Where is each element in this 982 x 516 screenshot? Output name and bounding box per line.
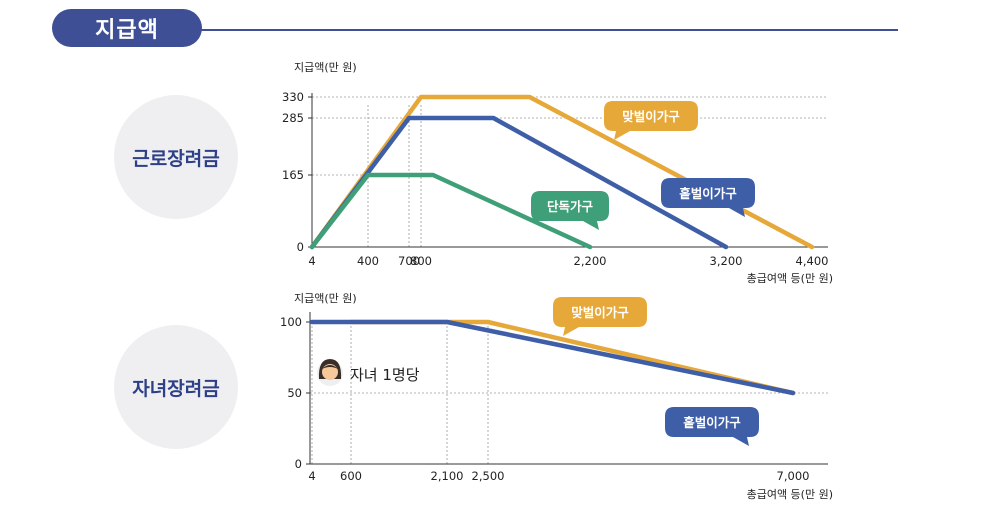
chart2-y-tick-label: 50	[287, 386, 302, 400]
chart2-series-line-2	[309, 319, 796, 396]
chart1-y-tick-label: 285	[282, 111, 304, 125]
child-icon-bangs	[322, 365, 338, 369]
chart2-x-tick-label: 2,500	[472, 469, 505, 483]
chart1-x-tick-label: 4,400	[796, 254, 829, 268]
child-icon	[322, 364, 338, 380]
chart2-x-tick-label: 600	[340, 469, 362, 483]
chart1-callout-2-label: 홑벌이가구	[679, 186, 737, 201]
chart1-y-tick-label: 0	[297, 240, 304, 254]
section-divider	[200, 29, 898, 31]
chart2-callout-1-label: 맞벌이가구	[571, 305, 629, 320]
chart1-series-line-3	[309, 172, 593, 250]
panel-label-work-incentive: 근로장려금	[114, 95, 238, 219]
chart1-callout-3-bubble	[531, 191, 609, 230]
chart1-callout-1-bubble	[604, 101, 698, 140]
chart2-x-tick-label: 2,100	[431, 469, 464, 483]
chart2-y-tick-label: 0	[295, 457, 302, 471]
chart2-y-axis-label: 지급액(만 원)	[294, 292, 357, 305]
chart2-x-tick-label: 4	[308, 469, 315, 483]
chart2-callout-2-bubble	[665, 407, 759, 446]
panel-label-child-incentive: 자녀장려금	[114, 325, 238, 449]
chart1-x-tick-label: 700	[398, 254, 420, 268]
chart1-y-tick-label: 330	[282, 90, 304, 104]
chart1-x-axis-label: 총급여액 등(만 원)	[747, 272, 833, 285]
chart1-callout-1-label: 맞벌이가구	[622, 109, 680, 124]
chart2-callout-2-label: 홑벌이가구	[683, 415, 741, 430]
chart1-series-line-1	[309, 94, 815, 250]
chart1-callout-2-bubble	[661, 178, 755, 217]
chart1-y-axis-label: 지급액(만 원)	[294, 61, 357, 74]
chart1-y-tick-label: 165	[282, 168, 304, 182]
chart2-x-tick-label: 7,000	[777, 469, 810, 483]
chart2-annotation: 자녀 1명당	[350, 366, 420, 384]
section-title: 지급액	[52, 9, 202, 47]
chart1-x-tick-label: 800	[410, 254, 432, 268]
chart2-callout-1-bubble	[553, 297, 647, 336]
chart1-x-tick-label: 400	[357, 254, 379, 268]
chart2-y-tick-label: 100	[280, 315, 302, 329]
chart1-callout-3-label: 단독가구	[547, 199, 594, 214]
chart1-x-tick-label: 2,200	[574, 254, 607, 268]
chart1-x-tick-label: 3,200	[710, 254, 743, 268]
chart2-x-axis-label: 총급여액 등(만 원)	[747, 488, 833, 501]
chart1-x-tick-label: 4	[308, 254, 315, 268]
